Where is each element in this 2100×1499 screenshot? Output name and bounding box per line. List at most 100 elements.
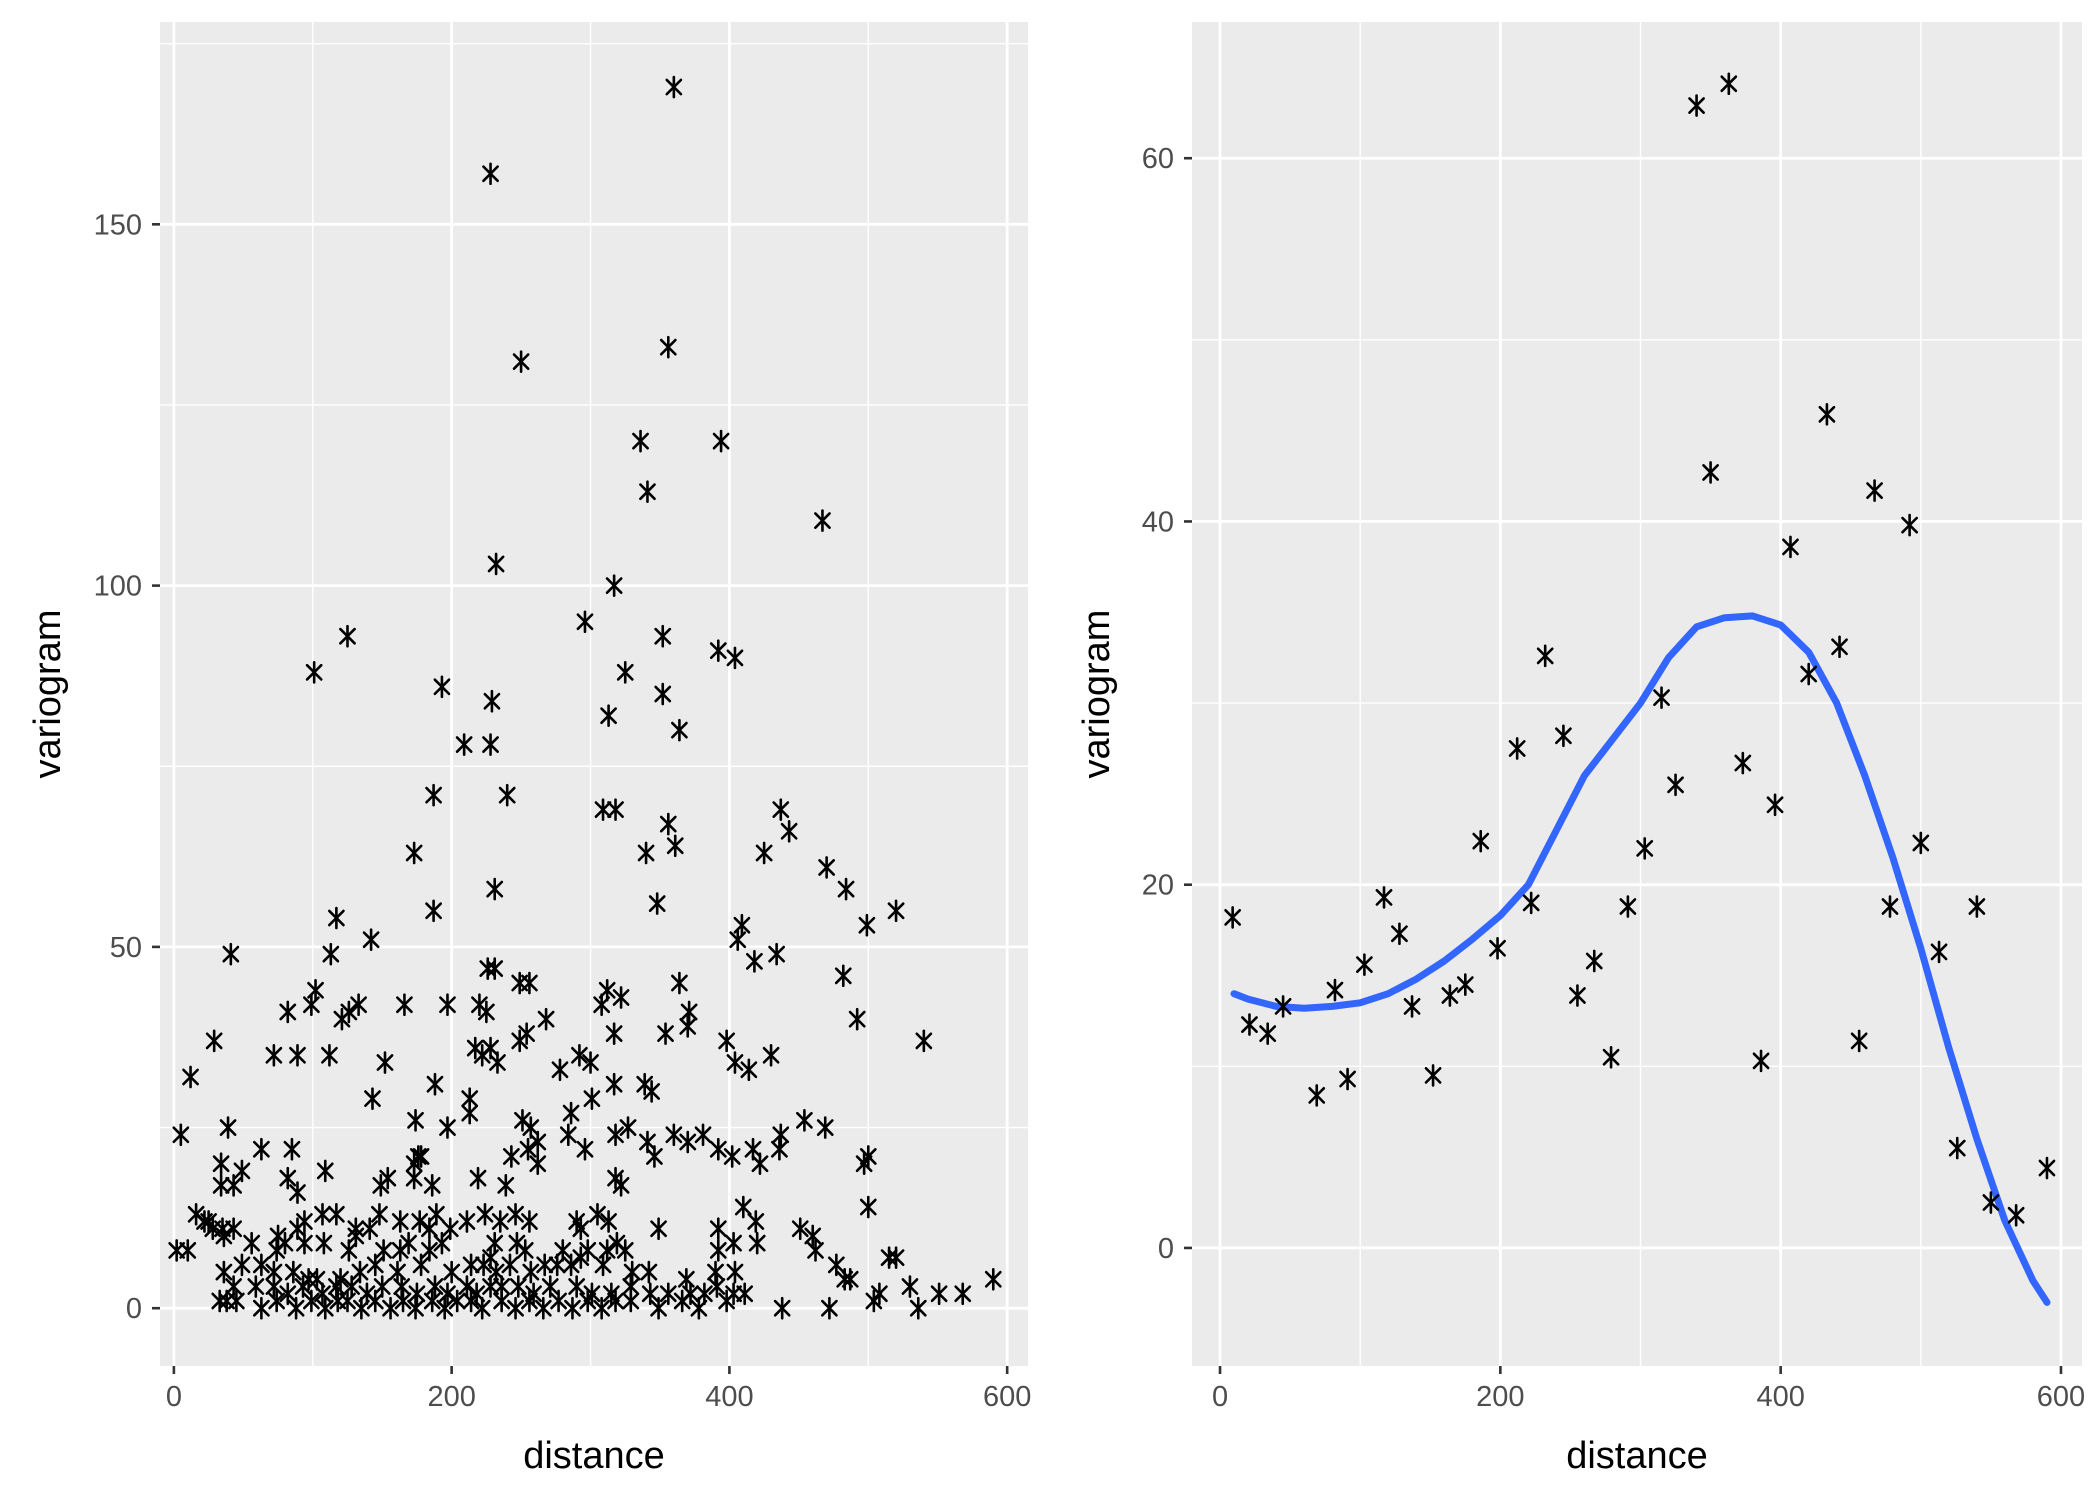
data-point	[723, 1145, 741, 1168]
data-point	[709, 1137, 727, 1161]
data-point	[519, 1137, 537, 1161]
data-point	[473, 1296, 491, 1320]
data-point	[841, 1267, 859, 1291]
data-point	[215, 1260, 233, 1284]
data-point	[666, 834, 684, 858]
data-point	[441, 1217, 459, 1241]
data-point	[425, 899, 442, 923]
data-point	[265, 1043, 283, 1067]
right-chart-panel: 0 200 400 600 0 20 40 60 distance variogram	[1076, 22, 2085, 1477]
data-point	[551, 1058, 569, 1082]
data-point	[623, 1260, 641, 1284]
data-point	[768, 942, 786, 966]
data-point	[279, 1282, 297, 1306]
data-point	[1585, 949, 1603, 973]
y-tick-label: 150	[94, 209, 142, 241]
data-point	[837, 877, 855, 901]
data-point	[718, 1029, 736, 1053]
x-axis-title: distance	[523, 1435, 665, 1477]
data-point	[673, 1289, 691, 1313]
data-point	[1355, 953, 1373, 976]
data-point	[289, 1043, 306, 1067]
data-point	[1508, 737, 1526, 760]
data-point	[396, 993, 413, 1017]
data-point	[507, 1202, 524, 1226]
data-point	[654, 624, 672, 648]
data-point	[529, 1130, 547, 1154]
data-point	[498, 783, 516, 807]
data-point	[439, 1116, 456, 1139]
data-point	[407, 1109, 424, 1132]
data-point	[748, 1231, 766, 1255]
data-point	[502, 1145, 520, 1168]
data-point	[497, 1174, 515, 1197]
data-point	[1456, 973, 1474, 996]
data-point	[529, 1152, 547, 1175]
data-point	[548, 1253, 566, 1277]
data-point	[448, 1289, 466, 1313]
data-point	[458, 1210, 476, 1233]
data-point	[536, 1253, 554, 1277]
data-point	[572, 1246, 590, 1269]
data-point	[589, 1202, 606, 1226]
data-point	[322, 942, 340, 966]
data-point	[607, 1289, 624, 1313]
x-axis-title: distance	[1566, 1435, 1708, 1477]
y-tick-label: 60	[1142, 143, 1174, 175]
data-point	[411, 1210, 429, 1233]
data-point	[521, 1210, 538, 1233]
data-point	[616, 661, 634, 684]
data-point	[294, 1275, 312, 1298]
data-point	[276, 1231, 294, 1255]
data-point	[252, 1137, 270, 1161]
data-point	[690, 1296, 708, 1320]
data-point	[1702, 461, 1719, 484]
data-point	[654, 682, 672, 706]
data-point	[433, 1231, 451, 1255]
data-point	[1912, 831, 1930, 855]
data-point	[521, 971, 538, 995]
data-point	[709, 1217, 727, 1241]
data-point	[641, 1282, 659, 1306]
data-point	[679, 1130, 697, 1154]
data-point	[1930, 940, 1948, 964]
data-point	[393, 1275, 411, 1298]
data-point	[376, 1051, 394, 1074]
data-point	[425, 783, 442, 807]
data-point	[780, 819, 798, 843]
data-point	[296, 1210, 313, 1233]
data-point	[659, 1282, 677, 1306]
data-point	[576, 1137, 594, 1161]
data-point	[522, 1260, 540, 1284]
y-tick-label: 0	[1158, 1233, 1174, 1265]
data-point	[708, 1275, 726, 1298]
data-point	[930, 1282, 948, 1306]
data-point	[771, 1137, 788, 1161]
data-point	[915, 1029, 933, 1053]
data-point	[469, 1166, 487, 1190]
data-point	[339, 624, 356, 648]
data-point	[394, 1289, 412, 1313]
data-point	[901, 1275, 919, 1298]
data-point	[284, 1260, 302, 1284]
data-point	[2007, 1203, 2025, 1227]
data-point	[571, 1043, 588, 1067]
data-point	[1241, 1013, 1258, 1036]
data-point	[462, 1289, 480, 1313]
data-point	[421, 1217, 438, 1241]
data-point	[619, 1116, 637, 1139]
data-point	[507, 1296, 524, 1320]
data-point	[1636, 837, 1654, 860]
data-point	[740, 1058, 758, 1082]
data-point	[408, 1282, 426, 1306]
data-point	[516, 1239, 534, 1262]
data-point	[1831, 635, 1848, 659]
data-point	[632, 429, 649, 453]
data-point	[426, 1072, 444, 1096]
data-point	[1472, 829, 1490, 853]
data-point	[371, 1202, 388, 1226]
data-point	[219, 1116, 237, 1139]
x-tick-label: 0	[166, 1381, 182, 1413]
data-point	[486, 957, 504, 980]
data-point	[247, 1275, 265, 1298]
